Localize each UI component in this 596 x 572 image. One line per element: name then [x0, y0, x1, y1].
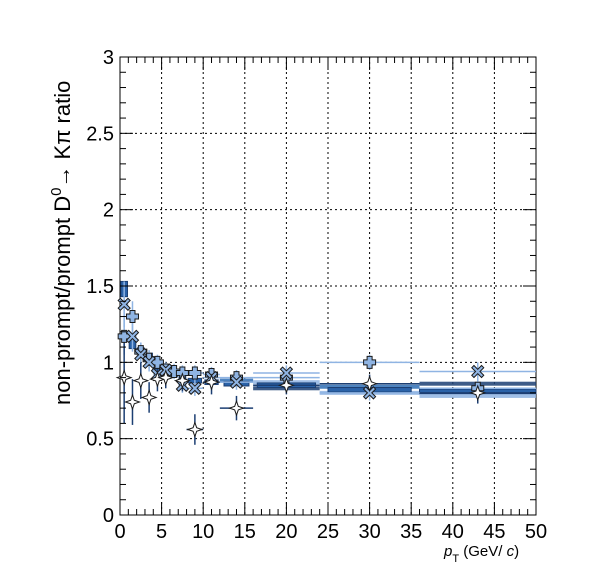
- x-tick-label: 35: [400, 521, 422, 543]
- x-tick-label: 25: [317, 521, 339, 543]
- data-point-cross: [125, 310, 139, 324]
- data-point-star4: [157, 369, 175, 387]
- x-axis-title-subscript: T: [452, 553, 459, 565]
- data-point-star4: [186, 420, 204, 439]
- data-point-star4: [140, 388, 158, 406]
- data-point-xmark: [229, 375, 244, 389]
- x-tick-label: 50: [525, 521, 547, 543]
- data-point-xmark: [279, 366, 294, 380]
- data-point-star4: [277, 376, 295, 394]
- x-tick-label: 0: [114, 521, 125, 543]
- data-point-cross: [188, 366, 202, 380]
- data-point-star4: [361, 375, 379, 393]
- plot-frame: [119, 56, 537, 516]
- x-axis-title: pT (GeV/ c): [443, 543, 519, 565]
- y-axis-title-superscript: 0: [48, 188, 65, 196]
- y-tick-label: 2: [103, 200, 114, 222]
- x-tick-label: 45: [483, 521, 505, 543]
- y-tick-label: 3: [103, 47, 114, 69]
- y-tick-label: 1: [103, 352, 114, 374]
- x-tick-label: 20: [275, 521, 297, 543]
- data-point-cross: [117, 329, 131, 343]
- data-point-star4: [123, 393, 142, 411]
- y-tick-label: 0: [103, 505, 114, 527]
- data-point-xmark: [188, 381, 202, 395]
- data-point-xmark: [125, 329, 140, 344]
- tick-labels: 0 5 10 15 20 25 30 35 40 45 50 0 0.5 1 1.5 2 2.5 3: [86, 47, 547, 543]
- grid-lines: [120, 57, 536, 515]
- x-tick-label: 10: [192, 521, 214, 543]
- y-tick-label: 0.5: [86, 429, 114, 451]
- x-tick-label: 40: [442, 521, 464, 543]
- x-tick-label: 15: [234, 521, 256, 543]
- data-point-star4: [202, 373, 221, 391]
- axes: [119, 56, 537, 516]
- x-tick-label: 30: [358, 521, 380, 543]
- x-tick-label: 5: [156, 521, 167, 543]
- data-point-cross: [363, 355, 377, 369]
- data-point-star4: [132, 372, 150, 390]
- data-point-star4: [469, 384, 487, 402]
- y-tick-label: 2.5: [86, 123, 114, 145]
- data-point-xmark: [142, 355, 156, 370]
- markers: [115, 297, 487, 439]
- data-point-xmark: [471, 364, 485, 379]
- y-tick-label: 1.5: [86, 276, 114, 298]
- y-axis-title: non-prompt/prompt D0→ Kπ ratio: [48, 81, 75, 405]
- data-point-star4: [227, 399, 246, 417]
- data-point-star4: [173, 372, 191, 390]
